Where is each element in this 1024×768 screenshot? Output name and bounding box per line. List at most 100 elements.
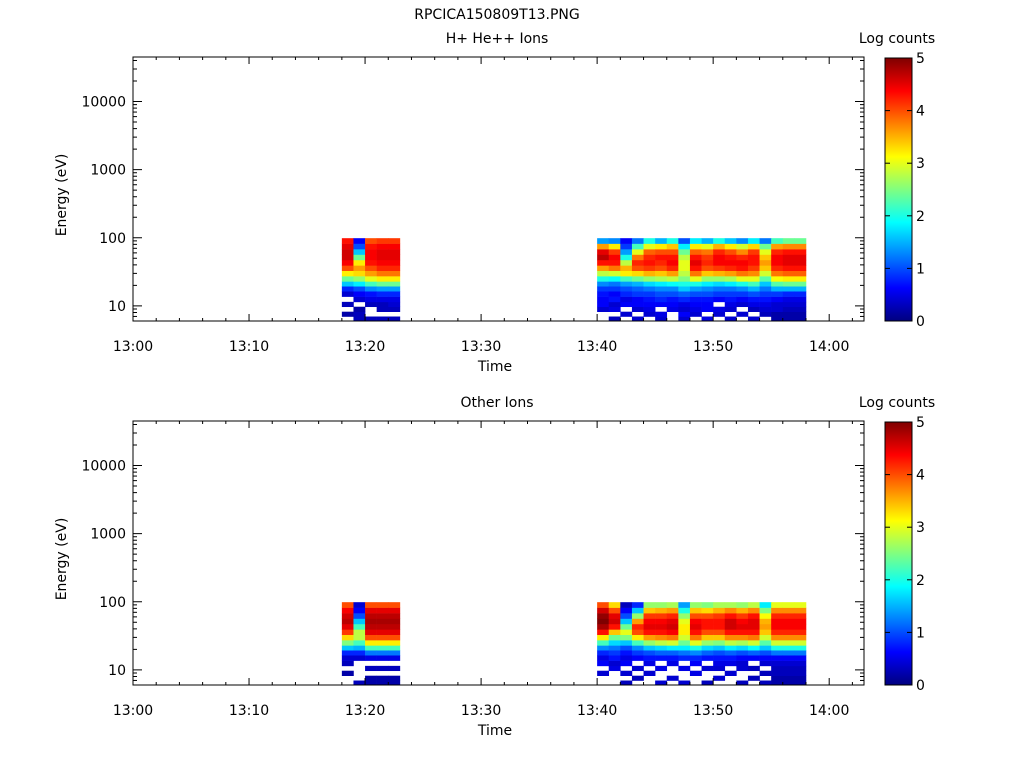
spectrogram-cell [689, 249, 702, 255]
spectrogram-cell [608, 265, 621, 271]
spectrogram-cell [597, 670, 610, 676]
spectrogram-cell [608, 270, 621, 277]
spectrogram-cell [759, 602, 772, 608]
spectrogram-cell [365, 281, 377, 287]
spectrogram-cell [341, 281, 354, 287]
colorbar-tick-label: 2 [916, 209, 925, 225]
spectrogram-cell [353, 291, 366, 297]
spectrogram-cell [365, 640, 377, 646]
spectrogram-cell [782, 286, 795, 292]
spectrogram-cell [794, 281, 807, 287]
spectrogram-cell [353, 311, 366, 317]
spectrogram-cell [643, 238, 656, 244]
spectrogram-cell [643, 650, 656, 656]
spectrogram-cell [782, 602, 795, 608]
colorbar-ticks: 0 1 2 3 4 5 [885, 415, 925, 694]
spectrogram-cell [608, 613, 621, 619]
spectrogram-cell [724, 650, 737, 656]
spectrogram-cell [376, 618, 389, 625]
spectrogram-cell [631, 243, 644, 250]
spectrogram-cell [631, 270, 644, 277]
spectrogram-cell [724, 634, 737, 641]
spectrogram-cell [643, 276, 656, 282]
spectrogram-cell [713, 660, 726, 667]
spectrogram-cell [747, 306, 760, 312]
colorbar-tick-label: 3 [916, 520, 925, 536]
spectrogram-cell [782, 660, 795, 667]
spectrogram-cell [782, 680, 795, 686]
spectrogram-cell [341, 650, 354, 656]
spectrogram-cell [388, 680, 401, 686]
spectrogram-cell [736, 665, 749, 672]
spectrogram-cell [747, 259, 760, 266]
spectrogram-cell [608, 276, 621, 282]
spectrogram-cell [655, 276, 668, 282]
spectrogram-cell [620, 281, 633, 287]
spectrogram-cell [643, 613, 656, 619]
spectrogram-cell [689, 301, 702, 308]
spectrogram-cell [713, 650, 726, 656]
spectrogram-cell [794, 670, 807, 676]
spectrogram-cell [771, 249, 784, 255]
x-tick-label: 13:50 [693, 703, 733, 719]
spectrogram-cell [782, 623, 795, 630]
spectrogram-cell [678, 254, 691, 261]
spectrogram-cell [782, 291, 795, 297]
spectrogram-cell [341, 238, 354, 244]
spectrogram-cell [643, 602, 656, 608]
spectrogram-cell [643, 629, 656, 635]
spectrogram-cell [608, 623, 621, 630]
spectrogram-cell [376, 301, 389, 308]
spectrogram-cell [597, 291, 610, 297]
spectrogram-cell [713, 629, 726, 635]
spectrogram-cell [376, 259, 389, 266]
spectrogram-cell [643, 634, 656, 641]
x-tick-label: 13:40 [577, 703, 617, 719]
spectrogram-cell [759, 623, 772, 630]
spectrogram-cell [353, 296, 366, 303]
spectrogram-cell [771, 243, 784, 250]
spectrogram-cell [643, 618, 656, 625]
spectrogram-cell [736, 311, 749, 317]
spectrogram-cell [689, 634, 702, 641]
spectrogram-cell [759, 607, 772, 614]
y-axis-label: Energy (eV) [54, 154, 70, 237]
spectrogram-cell [747, 613, 760, 619]
spectrogram-cell [597, 655, 610, 661]
spectrogram-cell [631, 286, 644, 292]
spectrogram-cell [365, 623, 377, 630]
x-tick-label: 13:00 [113, 339, 153, 355]
spectrogram-cell [365, 238, 377, 244]
spectrogram-cell [759, 670, 772, 676]
spectrogram-cell [724, 296, 737, 303]
spectrogram-cell [631, 316, 644, 322]
spectrogram-cell [747, 634, 760, 641]
spectrogram-cell [736, 243, 749, 250]
spectrogram-cell [747, 291, 760, 297]
spectrogram-cell [341, 670, 354, 676]
spectrogram-cell [782, 618, 795, 625]
spectrogram-cell [631, 623, 644, 630]
spectrogram-cell [701, 680, 714, 686]
spectrogram-cell [666, 291, 679, 297]
spectrogram-cell [782, 270, 795, 277]
spectrogram-cell [747, 265, 760, 271]
spectrogram-cell [655, 602, 668, 608]
spectrogram-cell [747, 281, 760, 287]
spectrogram-cell [353, 645, 366, 651]
colorbar-label: Log counts [859, 395, 935, 411]
spectrogram-cell [759, 238, 772, 244]
spectrogram-cell [724, 640, 737, 646]
spectrogram-cell [794, 640, 807, 646]
spectrogram-cell [631, 650, 644, 656]
spectrogram-cell [701, 249, 714, 255]
spectrogram-cell [341, 286, 354, 292]
spectrogram-cell [701, 276, 714, 282]
spectrogram-cell [771, 301, 784, 308]
spectrogram-cell [689, 650, 702, 656]
spectrogram-cell [597, 270, 610, 277]
spectrogram-cell [608, 243, 621, 250]
spectrogram-cell [655, 607, 668, 614]
spectrogram-cell [771, 296, 784, 303]
spectrogram-cell [631, 665, 644, 672]
